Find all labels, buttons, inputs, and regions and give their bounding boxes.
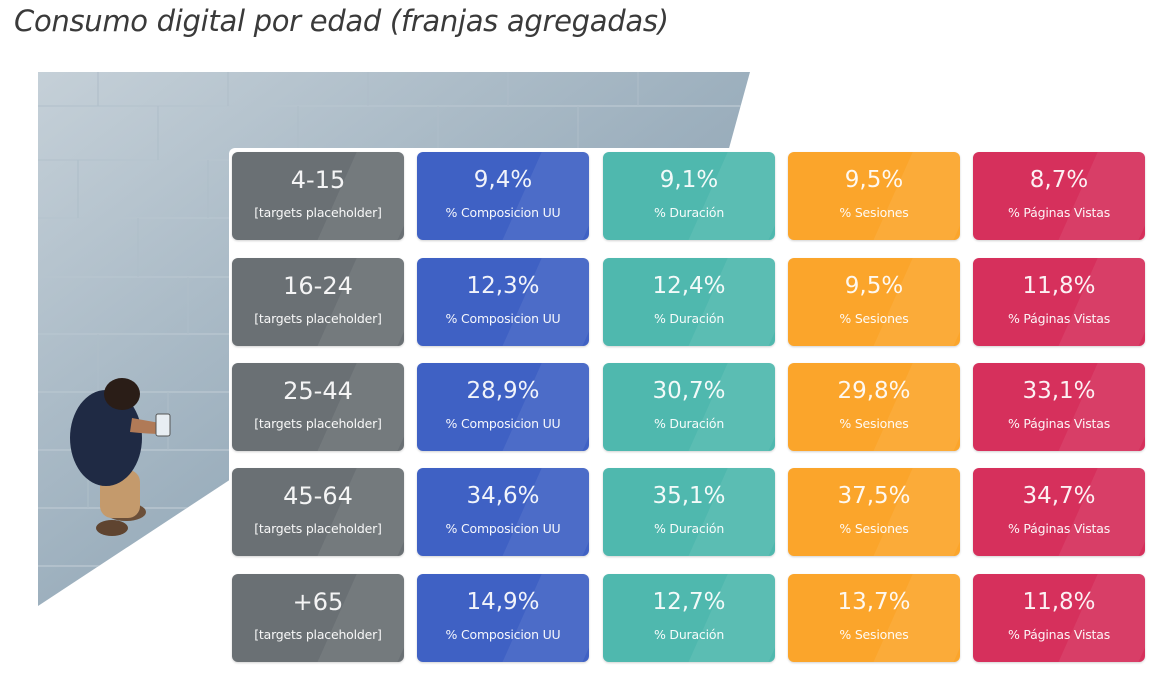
metric-value: 37,5% — [837, 483, 911, 509]
metric-label: % Duración — [653, 205, 725, 220]
metric-value: 9,4% — [473, 167, 533, 193]
metric-value: 13,7% — [837, 589, 911, 615]
metric-label: % Sesiones — [839, 311, 909, 326]
sesiones-tile: 29,8% % Sesiones — [788, 363, 960, 451]
age-range: 25-44 — [283, 377, 353, 405]
metric-value: 9,5% — [844, 167, 904, 193]
metric-label: % Páginas Vistas — [1007, 205, 1111, 220]
paginas-tile: 8,7% % Páginas Vistas — [973, 152, 1145, 240]
metric-value: 9,5% — [844, 273, 904, 299]
age-subtitle: [targets placeholder] — [254, 205, 382, 220]
metric-value: 12,4% — [652, 273, 726, 299]
age-range: 45-64 — [283, 482, 353, 510]
metric-label: % Sesiones — [839, 205, 909, 220]
metric-label: % Duración — [653, 416, 725, 431]
age-tile: 45-64 [targets placeholder] — [232, 468, 404, 556]
paginas-tile: 34,7% % Páginas Vistas — [973, 468, 1145, 556]
duracion-tile: 35,1% % Duración — [603, 468, 775, 556]
metric-value: 29,8% — [837, 378, 911, 404]
metric-label: % Páginas Vistas — [1007, 311, 1111, 326]
age-tile: 4-15 [targets placeholder] — [232, 152, 404, 240]
composicion-tile: 9,4% % Composicion UU — [417, 152, 589, 240]
duracion-tile: 12,7% % Duración — [603, 574, 775, 662]
walking-person-illustration — [70, 378, 171, 536]
metric-label: % Páginas Vistas — [1007, 521, 1111, 536]
age-subtitle: [targets placeholder] — [254, 416, 382, 431]
age-subtitle: [targets placeholder] — [254, 311, 382, 326]
age-range: +65 — [292, 588, 344, 616]
metric-value: 8,7% — [1029, 167, 1089, 193]
metric-value: 28,9% — [466, 378, 540, 404]
age-subtitle: [targets placeholder] — [254, 521, 382, 536]
metric-value: 35,1% — [652, 483, 726, 509]
composicion-tile: 34,6% % Composicion UU — [417, 468, 589, 556]
metric-label: % Composicion UU — [445, 627, 561, 642]
metric-label: % Duración — [653, 311, 725, 326]
duracion-tile: 9,1% % Duración — [603, 152, 775, 240]
metric-label: % Composicion UU — [445, 205, 561, 220]
metric-label: % Páginas Vistas — [1007, 627, 1111, 642]
metric-value: 34,6% — [466, 483, 540, 509]
metric-value: 30,7% — [652, 378, 726, 404]
metric-label: % Composicion UU — [445, 521, 561, 536]
sesiones-tile: 13,7% % Sesiones — [788, 574, 960, 662]
metric-value: 9,1% — [659, 167, 719, 193]
metric-label: % Sesiones — [839, 627, 909, 642]
paginas-tile: 11,8% % Páginas Vistas — [973, 258, 1145, 346]
metric-value: 12,3% — [466, 273, 540, 299]
metric-value: 34,7% — [1022, 483, 1096, 509]
metric-value: 12,7% — [652, 589, 726, 615]
composicion-tile: 28,9% % Composicion UU — [417, 363, 589, 451]
age-tile: 16-24 [targets placeholder] — [232, 258, 404, 346]
age-range: 4-15 — [290, 166, 346, 194]
metric-label: % Páginas Vistas — [1007, 416, 1111, 431]
metric-label: % Sesiones — [839, 416, 909, 431]
duracion-tile: 30,7% % Duración — [603, 363, 775, 451]
composicion-tile: 12,3% % Composicion UU — [417, 258, 589, 346]
page-title: Consumo digital por edad (franjas agrega… — [14, 4, 669, 38]
age-subtitle: [targets placeholder] — [254, 627, 382, 642]
metric-label: % Duración — [653, 521, 725, 536]
metric-label: % Duración — [653, 627, 725, 642]
metric-value: 11,8% — [1022, 273, 1096, 299]
metric-label: % Sesiones — [839, 521, 909, 536]
metric-value: 33,1% — [1022, 378, 1096, 404]
metric-label: % Composicion UU — [445, 311, 561, 326]
age-range: 16-24 — [283, 272, 353, 300]
age-tile: 25-44 [targets placeholder] — [232, 363, 404, 451]
stats-grid: 4-15 [targets placeholder] 9,4% % Composici… — [229, 148, 1153, 670]
metric-value: 11,8% — [1022, 589, 1096, 615]
sesiones-tile: 9,5% % Sesiones — [788, 152, 960, 240]
sesiones-tile: 9,5% % Sesiones — [788, 258, 960, 346]
sesiones-tile: 37,5% % Sesiones — [788, 468, 960, 556]
paginas-tile: 11,8% % Páginas Vistas — [973, 574, 1145, 662]
duracion-tile: 12,4% % Duración — [603, 258, 775, 346]
age-tile: +65 [targets placeholder] — [232, 574, 404, 662]
metric-label: % Composicion UU — [445, 416, 561, 431]
metric-value: 14,9% — [466, 589, 540, 615]
paginas-tile: 33,1% % Páginas Vistas — [973, 363, 1145, 451]
composicion-tile: 14,9% % Composicion UU — [417, 574, 589, 662]
